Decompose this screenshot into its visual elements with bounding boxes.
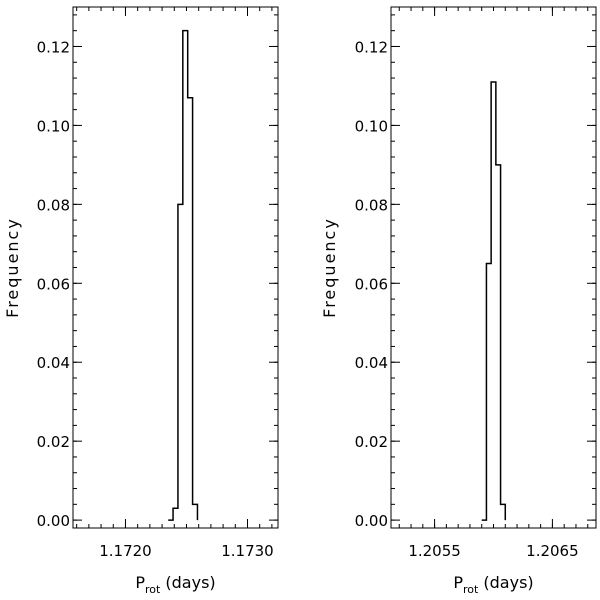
y-tick-label: 0.06 xyxy=(355,275,388,293)
y-axis-label: Frequency xyxy=(3,217,22,318)
y-tick-label: 0.04 xyxy=(37,354,70,372)
y-tick-label: 0.08 xyxy=(355,196,388,214)
x-tick-label: 1.1730 xyxy=(221,542,274,560)
y-tick-label: 0.12 xyxy=(355,38,388,56)
y-tick-label: 0.10 xyxy=(37,117,70,135)
histogram-panel-left: 0.00 0.02 0.04 0.06 0.08 0.10 0.12 1.1720 1.1730… xyxy=(3,6,279,596)
x-axis-label: Prot (days) xyxy=(453,573,533,596)
histogram-line xyxy=(481,81,507,521)
x-tick-label: 1.1720 xyxy=(99,542,152,560)
y-axis-label: Frequency xyxy=(320,217,339,318)
histogram-panel-right: 0.00 0.02 0.04 0.06 0.08 0.10 0.12 1.2055 1.2065… xyxy=(320,6,597,596)
plot-frame xyxy=(390,6,597,529)
y-tick-label: 0.04 xyxy=(355,354,388,372)
histogram-line xyxy=(168,29,199,521)
plot-frame xyxy=(72,6,279,529)
y-tick-label: 0.02 xyxy=(37,433,70,451)
y-tick-label: 0.10 xyxy=(355,117,388,135)
y-tick-label: 0.08 xyxy=(37,196,70,214)
y-tick-label: 0.00 xyxy=(37,512,70,530)
y-tick-label: 0.06 xyxy=(37,275,70,293)
y-tick-label: 0.02 xyxy=(355,433,388,451)
x-tick-label: 1.2055 xyxy=(408,542,461,560)
y-tick-label: 0.00 xyxy=(355,512,388,530)
x-axis-label: Prot (days) xyxy=(135,573,215,596)
x-tick-label: 1.2065 xyxy=(526,542,579,560)
y-tick-label: 0.12 xyxy=(37,38,70,56)
